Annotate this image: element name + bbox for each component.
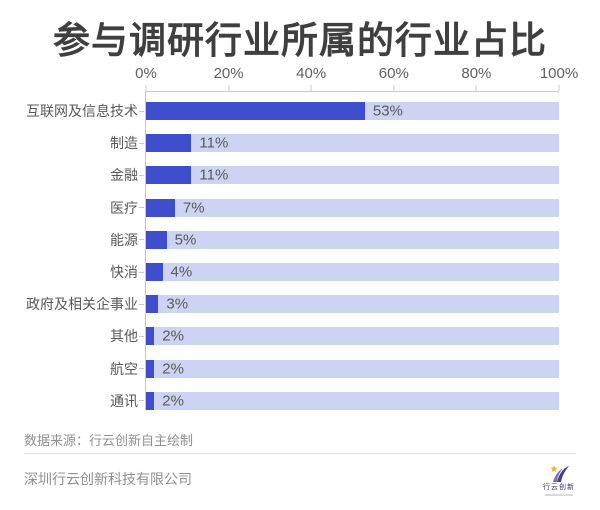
category-tick-mark bbox=[139, 335, 144, 337]
category-label: 能源 bbox=[110, 231, 138, 248]
company-name: 深圳行云创新科技有限公司 bbox=[24, 471, 192, 487]
category-label: 其他 bbox=[110, 328, 138, 345]
bar-row: 能源 5% bbox=[0, 224, 600, 256]
x-axis-tick-label: 40% bbox=[296, 65, 327, 82]
x-axis-tick-mark bbox=[310, 85, 312, 91]
x-axis-tick-label: 0% bbox=[135, 65, 157, 82]
bar-row: 政府及相关企事业 3% bbox=[0, 288, 600, 320]
category-label: 制造 bbox=[110, 135, 138, 152]
category-tick-mark bbox=[139, 207, 144, 209]
logo-swoosh-light bbox=[553, 468, 563, 482]
bar-track: 11% bbox=[146, 166, 559, 185]
bar-fill bbox=[146, 102, 365, 121]
category-tick-mark bbox=[139, 368, 144, 370]
category-label: 快消 bbox=[110, 264, 138, 281]
x-axis-tick-mark bbox=[228, 85, 230, 91]
bar-row: 通讯 2% bbox=[0, 385, 600, 417]
logo-swoosh-icon bbox=[550, 465, 569, 482]
bar-fill bbox=[146, 327, 155, 346]
bar-row: 航空 2% bbox=[0, 353, 600, 385]
category-tick-mark bbox=[139, 303, 144, 305]
value-label: 2% bbox=[162, 360, 184, 378]
bar-track: 2% bbox=[146, 359, 559, 378]
x-axis: 0% 20% 40% 60% 80% 100% bbox=[135, 64, 578, 92]
data-source-note: 数据来源：行云创新自主绘制 bbox=[24, 433, 194, 448]
category-label: 政府及相关企事业 bbox=[26, 296, 138, 313]
x-axis-tick-mark bbox=[558, 85, 560, 91]
x-axis-tick-label: 100% bbox=[539, 65, 579, 82]
footer-divider bbox=[24, 453, 576, 454]
category-tick-mark bbox=[139, 271, 144, 273]
value-label: 2% bbox=[162, 327, 184, 345]
logo-text: 行云创新 bbox=[543, 484, 575, 491]
bar-rows: 互联网及信息技术 53% 制造 11% 金融 11% 医疗 7% 能源 5% 快消 4% 政府及相关企事… bbox=[0, 95, 600, 417]
category-label: 航空 bbox=[110, 360, 138, 377]
bar-track: 5% bbox=[146, 230, 559, 249]
category-label: 通讯 bbox=[110, 392, 138, 409]
bar-row: 制造 11% bbox=[0, 127, 600, 159]
bar-fill bbox=[146, 263, 163, 282]
category-tick-mark bbox=[139, 174, 144, 176]
value-label: 11% bbox=[199, 134, 229, 152]
bar-fill bbox=[146, 295, 159, 314]
value-label: 53% bbox=[372, 102, 403, 120]
x-axis-tick-mark bbox=[145, 85, 147, 91]
bar-track: 53% bbox=[146, 102, 559, 121]
value-label: 4% bbox=[170, 263, 193, 281]
x-axis-tick-mark bbox=[393, 85, 395, 91]
category-label: 互联网及信息技术 bbox=[26, 103, 138, 120]
value-label: 5% bbox=[174, 231, 197, 249]
chart-title: 参与调研行业所属的行业占比 bbox=[53, 20, 547, 61]
logo-star-icon bbox=[550, 465, 558, 472]
category-tick-mark bbox=[139, 239, 144, 241]
value-label: 3% bbox=[166, 295, 189, 313]
value-label: 7% bbox=[182, 199, 205, 217]
bar-track: 2% bbox=[146, 391, 559, 410]
logo-subline bbox=[545, 494, 573, 496]
bar-row: 医疗 7% bbox=[0, 192, 600, 224]
bar-track: 3% bbox=[146, 295, 559, 314]
category-tick-mark bbox=[139, 142, 144, 144]
bar-track: 7% bbox=[146, 198, 559, 217]
y-axis-line bbox=[145, 91, 146, 410]
x-axis-tick-label: 20% bbox=[213, 65, 244, 82]
company-logo: 行云创新 bbox=[536, 464, 582, 496]
category-tick-mark bbox=[139, 110, 144, 112]
bar-row: 快消 4% bbox=[0, 256, 600, 288]
category-label: 医疗 bbox=[110, 199, 138, 216]
x-axis-tick-label: 80% bbox=[461, 65, 492, 82]
x-axis-line bbox=[146, 91, 559, 92]
bar-fill bbox=[146, 230, 167, 249]
bar-fill bbox=[146, 166, 192, 185]
category-label: 金融 bbox=[110, 167, 138, 184]
bar-row: 互联网及信息技术 53% bbox=[0, 95, 600, 127]
value-label: 2% bbox=[162, 392, 184, 410]
bar-fill bbox=[146, 198, 175, 217]
bar-fill bbox=[146, 134, 192, 153]
bar-fill bbox=[146, 391, 155, 410]
bar-track: 2% bbox=[146, 327, 559, 346]
bar-row: 金融 11% bbox=[0, 159, 600, 191]
x-axis-tick-mark bbox=[475, 85, 477, 91]
bar-row: 其他 2% bbox=[0, 320, 600, 352]
category-tick-mark bbox=[139, 400, 144, 402]
bar-track: 11% bbox=[146, 134, 559, 153]
bar-track: 4% bbox=[146, 263, 559, 282]
bar-fill bbox=[146, 359, 155, 378]
x-axis-tick-label: 60% bbox=[378, 65, 409, 82]
logo-swoosh-dark bbox=[557, 466, 569, 482]
value-label: 11% bbox=[199, 166, 229, 184]
